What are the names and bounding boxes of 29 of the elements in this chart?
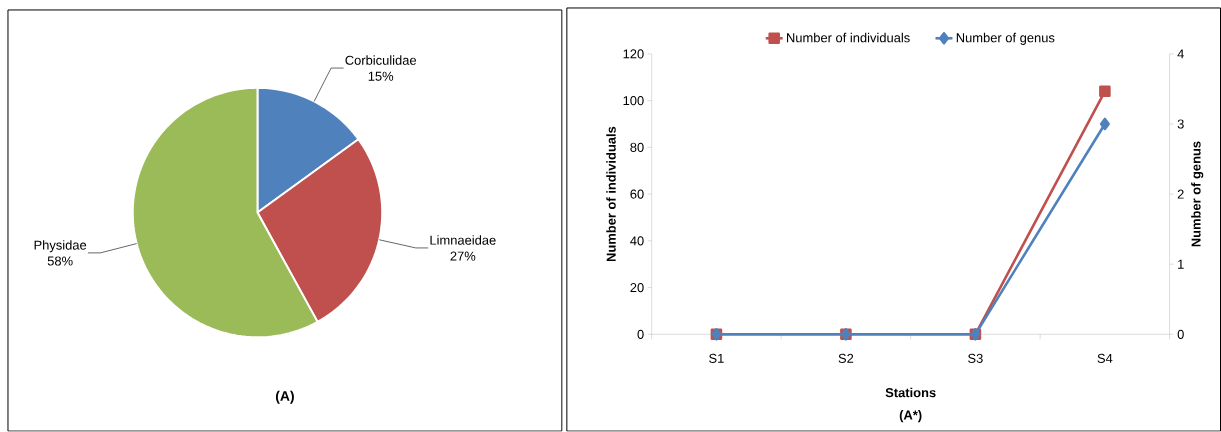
y2-tick-label: 2 <box>1177 189 1184 199</box>
legend-label: Number of individuals <box>787 33 910 43</box>
y-tick-label: 20 <box>630 283 644 293</box>
slice-label: Limnaeidae <box>430 235 496 245</box>
data-label: 15% <box>368 71 394 81</box>
data-label: 58% <box>47 256 73 266</box>
y-tick-label: 80 <box>630 142 644 153</box>
y2-tick-label: 0 <box>1177 329 1184 340</box>
slice-label: Corbiculidae <box>345 55 417 66</box>
legend-label: Number of genus <box>956 33 1055 46</box>
y-tick-label: 120 <box>623 49 644 59</box>
x-tick-label: S1 <box>709 353 724 364</box>
y-tick-label: 100 <box>623 96 644 106</box>
y2-tick-label: 1 <box>1178 259 1184 269</box>
y-tick-label: 40 <box>630 236 644 246</box>
y2-tick-label: 3 <box>1177 119 1184 129</box>
x-tick-label: S2 <box>838 353 854 364</box>
x-axis-title: Stations <box>885 387 936 398</box>
x-tick-label: S3 <box>968 353 983 364</box>
y-axis-title: Number of individuals <box>606 126 616 262</box>
y2-tick-label: 4 <box>1177 49 1184 59</box>
x-tick-label: S4 <box>1097 353 1113 364</box>
text: (A*) <box>899 410 922 423</box>
slice-label: Physidae <box>34 240 87 253</box>
y2-axis-title: Number of genus <box>1191 141 1204 247</box>
text: (A) <box>275 390 294 404</box>
data-label: 27% <box>450 251 476 261</box>
y-tick-label: 60 <box>630 189 644 199</box>
y-tick-label: 0 <box>637 329 644 340</box>
